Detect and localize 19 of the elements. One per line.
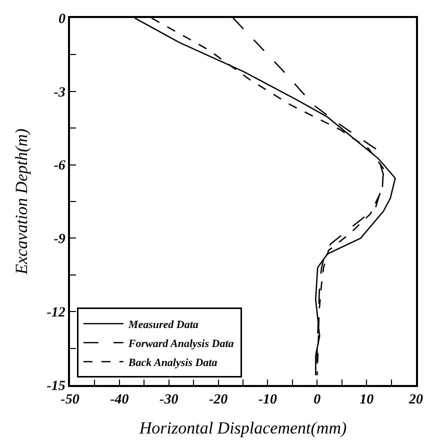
y-tick-label: 0 [58, 12, 66, 27]
y-tick-label: -6 [54, 158, 66, 174]
y-axis-title: Excavation Depth(m) [12, 128, 31, 276]
y-tick-label: -3 [54, 85, 66, 100]
legend-label: Back Analysis Data [127, 356, 218, 369]
legend-label: Measured Data [127, 318, 199, 331]
x-tick-label: -50 [60, 392, 80, 408]
x-tick-label: -10 [258, 392, 278, 408]
x-tick-label: -20 [208, 392, 228, 408]
x-tick-label: 0 [314, 392, 321, 408]
y-tick-label: -9 [54, 232, 66, 248]
y-tick-label: -12 [46, 306, 66, 320]
x-tick-label: -30 [160, 392, 178, 408]
legend-label: Forward Analysis Data [127, 338, 234, 350]
x-tick-label: 10 [360, 392, 374, 408]
y-tick-label: -15 [46, 378, 66, 394]
x-tick-label: 20 [408, 392, 423, 408]
x-axis-title: Horizontal Displacement(mm) [138, 418, 347, 438]
x-tick-label: -40 [110, 392, 129, 408]
